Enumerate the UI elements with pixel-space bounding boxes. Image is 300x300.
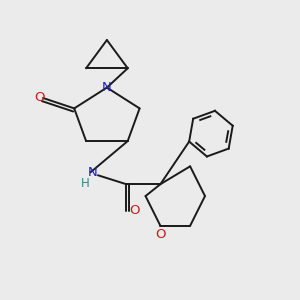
Text: O: O [129, 204, 140, 218]
Text: O: O [155, 228, 166, 241]
Text: N: N [102, 81, 112, 94]
Text: N: N [88, 166, 98, 179]
Text: H: H [81, 177, 90, 190]
Text: O: O [34, 91, 45, 104]
